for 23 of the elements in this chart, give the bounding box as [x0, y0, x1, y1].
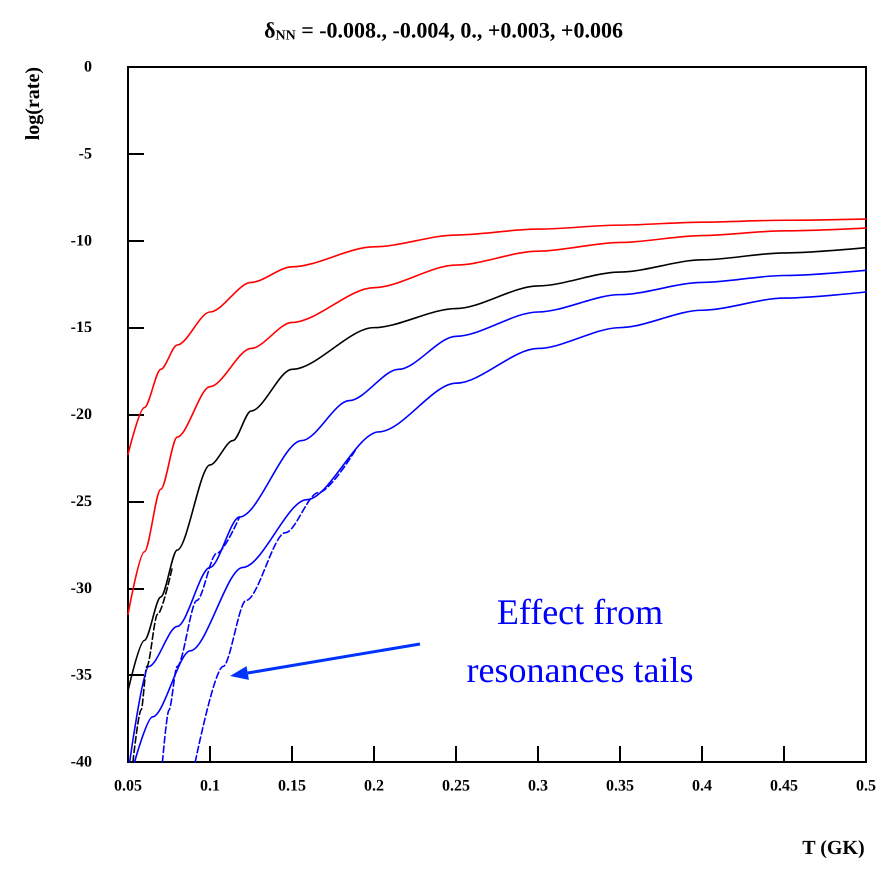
x-tick-label: 0.15 — [278, 778, 306, 794]
annotation: Effect from resonances tails — [466, 592, 694, 690]
y-tick-label: -20 — [70, 406, 92, 423]
x-axis-title: T (GK) — [802, 837, 865, 859]
x-tick-label: 0.5 — [856, 778, 876, 794]
y-tick-label: -25 — [70, 492, 92, 510]
y-axis-title: log(rate) — [22, 67, 44, 140]
x-tick-label: 0.25 — [442, 778, 470, 794]
y-tick-label: -5 — [78, 145, 92, 162]
y-tick-label: -40 — [70, 754, 92, 770]
x-tick-label: 0.4 — [692, 778, 712, 794]
y-tick-label: -30 — [70, 580, 92, 597]
y-tick-label: 0 — [84, 58, 92, 76]
x-tick-label: 0.1 — [200, 778, 220, 794]
x-tick-label: 0.2 — [364, 778, 384, 794]
x-tick-label: 0.45 — [770, 778, 798, 794]
y-tick-label: -35 — [70, 666, 92, 684]
x-tick-label: 0.35 — [606, 778, 634, 794]
y-tick-label: -10 — [70, 232, 92, 250]
x-tick-label: 0.05 — [114, 778, 142, 794]
line-series — [127, 218, 867, 456]
y-tick-label: -15 — [70, 319, 92, 336]
x-tick-label: 0.3 — [528, 778, 548, 794]
